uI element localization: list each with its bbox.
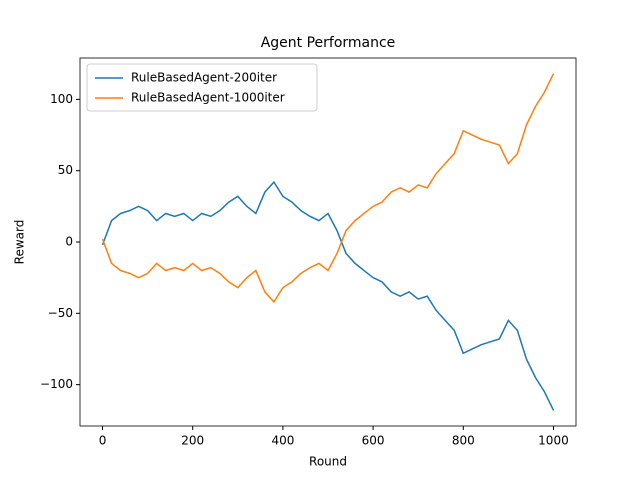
y-tick-label: 50 [58,163,73,177]
legend-box [86,63,318,112]
y-tick-label: −100 [40,377,73,391]
x-tick-label: 200 [181,434,204,448]
data-line [101,73,555,304]
x-tick-label: 0 [99,434,107,448]
y-tick-label: −50 [48,306,73,320]
x-tick-label: 1000 [538,434,569,448]
x-tick-label: 800 [452,434,475,448]
legend-label: RuleBasedAgent-1000iter [131,91,285,105]
x-tick-label: 400 [271,434,294,448]
chart-title: Agent Performance [261,35,396,51]
plot-frame [79,57,577,427]
x-tick-label: 600 [362,434,385,448]
data-line [101,180,555,411]
y-axis-label: Reward [13,220,27,265]
y-tick-label: 100 [50,92,73,106]
y-tick-label: 0 [65,235,73,249]
legend-label: RuleBasedAgent-200iter [131,71,277,85]
x-axis-label: Round [309,455,347,469]
